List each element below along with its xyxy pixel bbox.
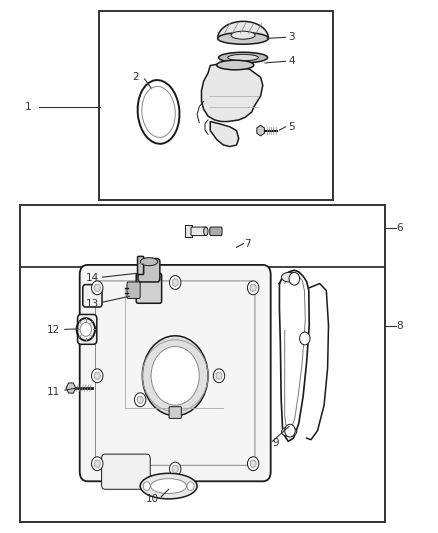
- FancyBboxPatch shape: [169, 407, 181, 418]
- Text: 3: 3: [288, 33, 295, 42]
- FancyBboxPatch shape: [191, 227, 207, 236]
- Circle shape: [216, 372, 222, 379]
- Text: 2: 2: [132, 72, 139, 82]
- Text: 11: 11: [47, 387, 60, 397]
- Circle shape: [250, 460, 256, 467]
- Circle shape: [92, 369, 103, 383]
- Polygon shape: [66, 383, 76, 393]
- Circle shape: [94, 372, 100, 379]
- Ellipse shape: [218, 33, 268, 44]
- FancyBboxPatch shape: [138, 256, 144, 274]
- Ellipse shape: [219, 52, 268, 63]
- Text: 13: 13: [85, 299, 99, 309]
- Text: 12: 12: [47, 326, 60, 335]
- Ellipse shape: [151, 479, 187, 494]
- Ellipse shape: [228, 54, 258, 61]
- Ellipse shape: [204, 227, 208, 236]
- FancyBboxPatch shape: [136, 273, 162, 303]
- FancyBboxPatch shape: [102, 454, 150, 489]
- Circle shape: [143, 482, 150, 490]
- Text: 8: 8: [396, 321, 403, 331]
- Circle shape: [92, 281, 103, 295]
- Circle shape: [285, 424, 295, 437]
- Circle shape: [134, 393, 146, 407]
- Text: 6: 6: [396, 223, 403, 233]
- Ellipse shape: [231, 31, 255, 39]
- FancyBboxPatch shape: [138, 259, 160, 282]
- Text: 5: 5: [288, 122, 295, 132]
- Circle shape: [250, 284, 256, 292]
- Ellipse shape: [281, 272, 297, 282]
- Ellipse shape: [216, 60, 254, 70]
- Bar: [99, 11, 333, 200]
- Text: 9: 9: [272, 439, 279, 448]
- Circle shape: [289, 272, 300, 285]
- FancyBboxPatch shape: [78, 314, 97, 344]
- Circle shape: [142, 336, 208, 416]
- Text: 1: 1: [25, 102, 32, 111]
- Ellipse shape: [140, 257, 158, 265]
- Ellipse shape: [142, 86, 175, 138]
- Ellipse shape: [281, 427, 297, 437]
- Circle shape: [151, 346, 199, 405]
- Circle shape: [170, 276, 181, 289]
- Circle shape: [170, 462, 181, 476]
- Ellipse shape: [140, 473, 197, 499]
- Bar: [20, 205, 385, 522]
- FancyBboxPatch shape: [210, 227, 222, 236]
- FancyBboxPatch shape: [83, 285, 102, 307]
- Circle shape: [187, 482, 194, 490]
- Text: 4: 4: [288, 56, 295, 66]
- Circle shape: [94, 284, 100, 292]
- Polygon shape: [210, 122, 239, 147]
- FancyBboxPatch shape: [80, 265, 271, 481]
- Circle shape: [92, 457, 103, 471]
- Circle shape: [172, 465, 178, 473]
- Polygon shape: [257, 125, 265, 136]
- Circle shape: [300, 332, 310, 345]
- Circle shape: [172, 279, 178, 286]
- Ellipse shape: [80, 322, 92, 336]
- Text: 10: 10: [146, 495, 159, 504]
- Polygon shape: [185, 225, 192, 237]
- Text: 14: 14: [85, 273, 99, 283]
- Circle shape: [213, 369, 225, 383]
- Polygon shape: [218, 21, 268, 38]
- Circle shape: [247, 281, 259, 295]
- Circle shape: [137, 396, 143, 403]
- Polygon shape: [201, 64, 263, 122]
- Text: 7: 7: [244, 239, 251, 248]
- Circle shape: [247, 457, 259, 471]
- FancyBboxPatch shape: [127, 282, 140, 298]
- Circle shape: [94, 460, 100, 467]
